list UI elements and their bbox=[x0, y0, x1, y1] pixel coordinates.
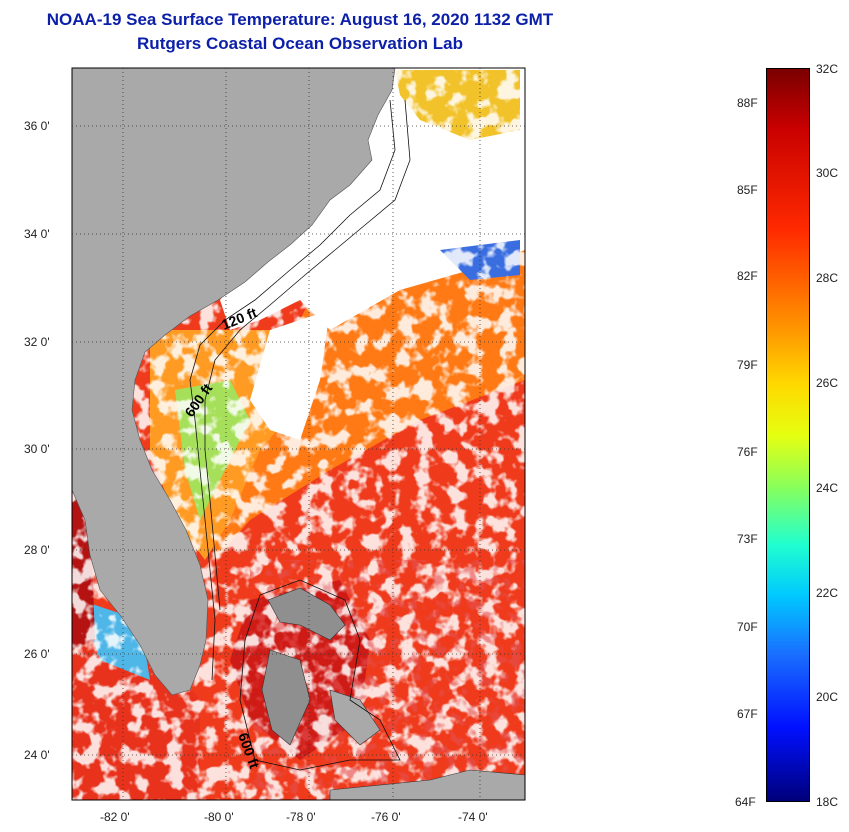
lon-tick-80: -80 0' bbox=[204, 810, 234, 824]
lat-tick-28: 28 0' bbox=[24, 543, 50, 557]
cb-label-64f: 64F bbox=[735, 795, 756, 809]
cb-label-20c: 20C bbox=[816, 690, 839, 704]
map-subtitle: Rutgers Coastal Ocean Observation Lab bbox=[137, 34, 463, 53]
map-title: NOAA-19 Sea Surface Temperature: August … bbox=[46, 10, 554, 29]
contour-120ft bbox=[189, 99, 396, 681]
temperature-colorbar bbox=[766, 68, 810, 802]
land-cuba bbox=[329, 769, 525, 800]
cb-label-88f: 88F bbox=[737, 96, 758, 110]
lat-tick-26: 26 0' bbox=[24, 647, 50, 661]
land-bahamas-great bbox=[267, 587, 346, 641]
map-plot-area bbox=[72, 68, 525, 800]
lat-tick-34: 34 0' bbox=[24, 227, 50, 241]
contour-bahamas bbox=[239, 579, 401, 771]
cb-label-28c: 28C bbox=[816, 271, 839, 285]
lat-tick-36: 36 0' bbox=[24, 119, 50, 133]
cb-label-70f: 70F bbox=[737, 620, 758, 634]
land-us-southeast bbox=[72, 68, 396, 696]
cb-label-30c: 30C bbox=[816, 166, 839, 180]
cb-label-76f: 76F bbox=[737, 445, 758, 459]
lat-tick-30: 30 0' bbox=[24, 442, 50, 456]
lat-tick-32: 32 0' bbox=[24, 335, 50, 349]
land-bahamas-east bbox=[329, 689, 381, 746]
cb-label-85f: 85F bbox=[737, 183, 758, 197]
cb-label-32c: 32C bbox=[816, 62, 839, 76]
cb-label-24c: 24C bbox=[816, 481, 839, 495]
colorbar-gradient bbox=[767, 69, 809, 801]
land-bahamas-andros bbox=[261, 649, 311, 746]
cb-label-18c: 18C bbox=[816, 795, 839, 809]
lon-tick-82: -82 0' bbox=[100, 810, 130, 824]
cb-label-26c: 26C bbox=[816, 376, 839, 390]
lon-tick-78: -78 0' bbox=[286, 810, 316, 824]
cb-label-22c: 22C bbox=[816, 586, 839, 600]
contour-600ft bbox=[204, 99, 411, 611]
cb-label-79f: 79F bbox=[737, 358, 758, 372]
map-frame bbox=[71, 67, 526, 801]
lon-tick-76: -76 0' bbox=[371, 810, 401, 824]
cb-label-67f: 67F bbox=[737, 707, 758, 721]
cb-label-82f: 82F bbox=[737, 269, 758, 283]
lat-tick-24: 24 0' bbox=[24, 748, 50, 762]
lon-tick-74: -74 0' bbox=[458, 810, 488, 824]
cb-label-73f: 73F bbox=[737, 532, 758, 546]
